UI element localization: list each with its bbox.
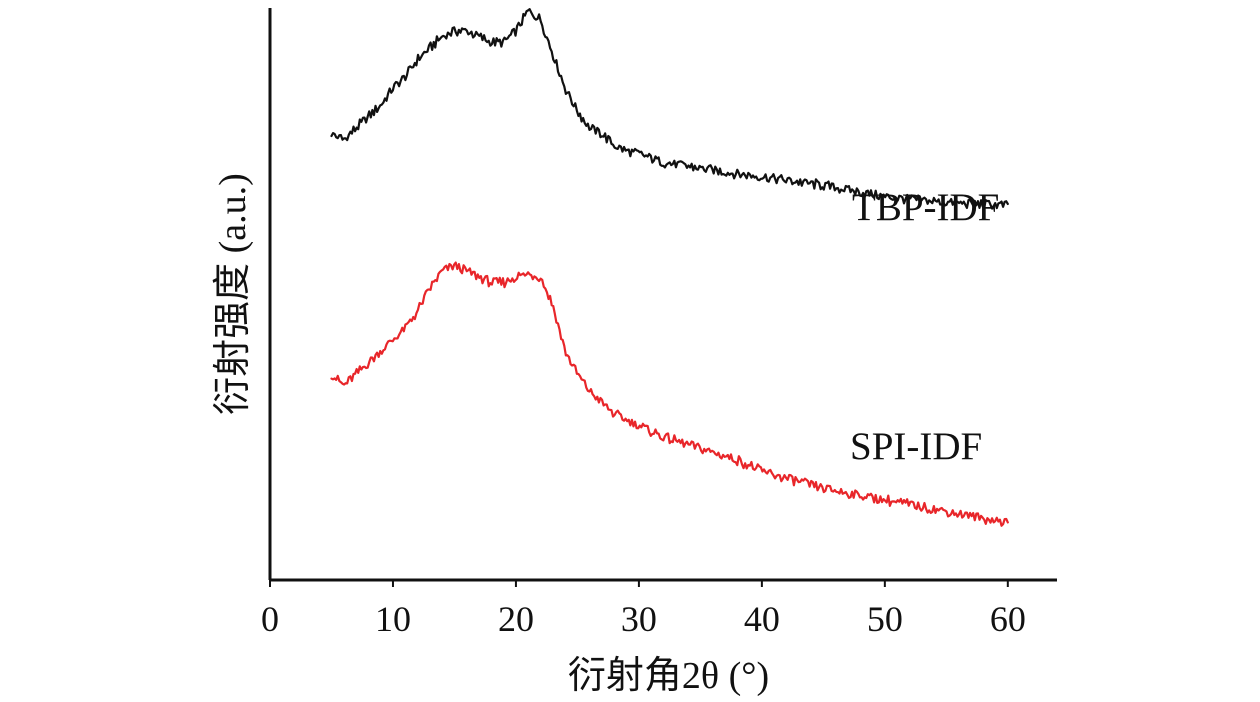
- chart-labels: 衍射角2θ (°) 衍射强度 (a.u.) TBP-IDF SPI-IDF: [212, 173, 999, 697]
- x-tick-label: 30: [621, 599, 657, 639]
- x-axis-label: 衍射角2θ (°): [568, 655, 769, 697]
- series-line-tbp-idf: [330, 8, 1009, 210]
- series-label-tbp-idf: TBP-IDF: [852, 186, 999, 229]
- axes: [268, 8, 1057, 582]
- data-series: [330, 8, 1009, 527]
- series-line-spi-idf: [330, 261, 1009, 527]
- x-tick-label: 40: [744, 599, 780, 639]
- x-tick-label: 20: [498, 599, 534, 639]
- x-tick-label: 60: [990, 599, 1026, 639]
- y-axis-label: 衍射强度 (a.u.): [212, 173, 254, 415]
- series-label-spi-idf: SPI-IDF: [850, 425, 982, 468]
- x-tick-label: 50: [867, 599, 903, 639]
- x-tick-label: 10: [375, 599, 411, 639]
- x-ticks: 0 10 20 30 40 50 60: [261, 580, 1026, 639]
- x-tick-label: 0: [261, 599, 279, 639]
